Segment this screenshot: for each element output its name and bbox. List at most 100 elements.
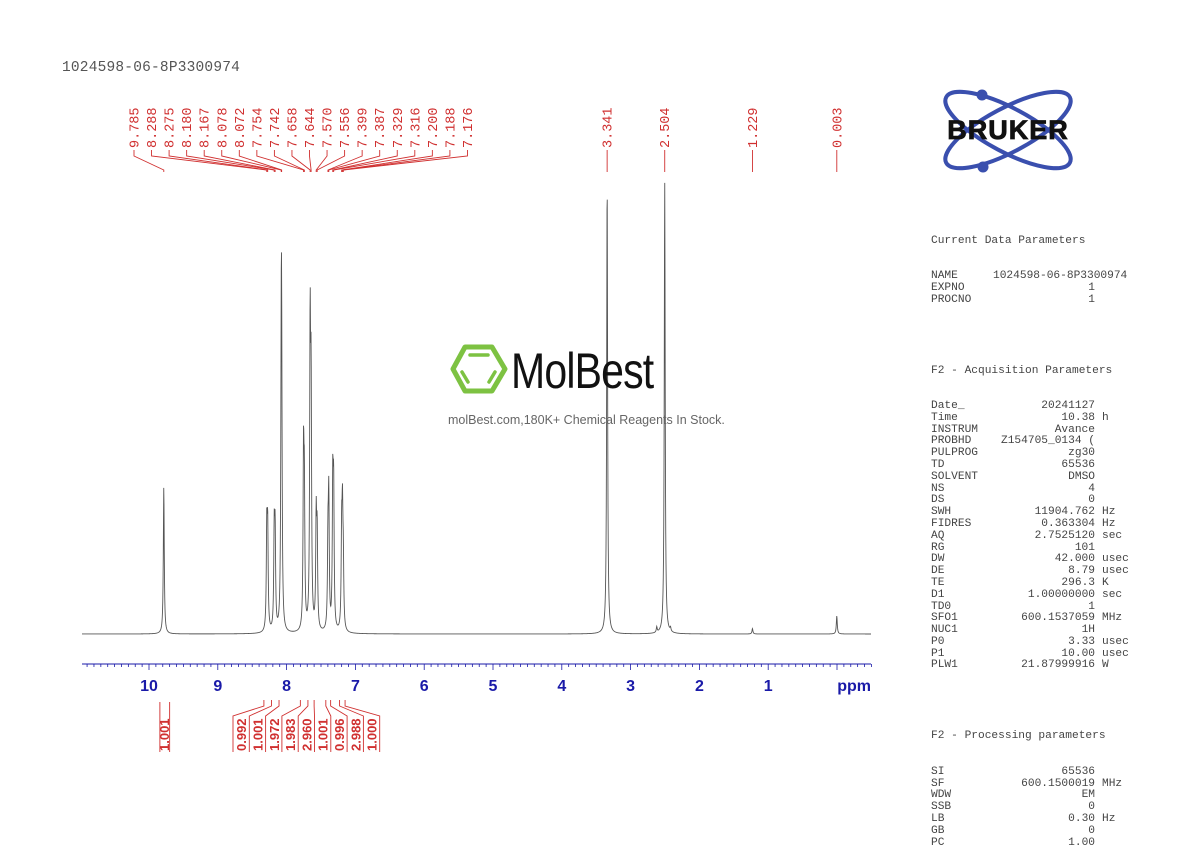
- integral-value: 1.001: [250, 718, 265, 751]
- current-params-list: NAME 1024598-06-8P3300974 EXPNO 1 PROCNO 1: [931, 269, 1129, 307]
- param-row-date: Date_ 20241127: [931, 399, 1129, 413]
- peak-label: 7.387: [374, 107, 389, 148]
- param-unit: [1095, 425, 1102, 437]
- param-unit: [1095, 838, 1102, 850]
- peak-label: 8.167: [199, 107, 214, 148]
- param-row-dw: DW 42.000 usec: [931, 554, 1129, 566]
- param-row-si: SI 65536: [931, 766, 1129, 779]
- param-key: LB: [931, 813, 945, 826]
- param-key: NUC1: [931, 624, 958, 637]
- param-row-td: TD 65536: [931, 458, 1129, 472]
- param-unit: sec: [1102, 529, 1123, 542]
- param-row-ssb: SSB 0: [931, 801, 1129, 814]
- x-tick-label: 5: [489, 678, 498, 695]
- param-row-probhd: PROBHD Z154705_0134 (: [931, 436, 1129, 448]
- param-value: 20241127: [1041, 399, 1095, 412]
- peak-label: 7.200: [427, 107, 442, 148]
- param-key: SOLVENT: [931, 470, 978, 483]
- peak-label: 7.556: [339, 107, 354, 148]
- param-value: 0.363304: [1041, 517, 1095, 530]
- param-unit: usec: [1102, 647, 1129, 660]
- param-value: 8.79: [1068, 565, 1095, 578]
- peak-label: 8.288: [146, 107, 161, 148]
- peak-label: 0.003: [831, 107, 846, 148]
- peak-label: 8.072: [234, 107, 249, 148]
- peak-labels: 9.785 8.288 8.275 8.180 8.167 8.078 8.072 7.754…: [129, 107, 846, 172]
- x-tick-label: 10: [140, 678, 158, 695]
- integral-value: 0.996: [332, 718, 347, 751]
- x-tick-label: 9: [213, 678, 222, 695]
- peak-label: 7.570: [322, 107, 337, 148]
- peak-label: 7.754: [251, 107, 266, 148]
- param-row-wdw: WDW EM: [931, 790, 1129, 802]
- param-key: NS: [931, 482, 945, 495]
- param-key: TE: [931, 576, 945, 589]
- param-value: 11904.762: [1034, 506, 1095, 519]
- param-unit: [1095, 283, 1102, 295]
- param-unit: [1095, 790, 1102, 802]
- x-tick-label: 2: [695, 678, 704, 695]
- param-row-nuc1: NUC1 1H: [931, 624, 1129, 637]
- sample-title: 1024598-06-8P3300974: [62, 60, 241, 76]
- param-value: 4: [1088, 482, 1095, 495]
- param-row-aq: AQ 2.7525120 sec: [931, 529, 1129, 543]
- param-key: DE: [931, 565, 945, 578]
- x-axis-unit-label: ppm: [837, 678, 871, 695]
- x-tick-label: 3: [626, 678, 635, 695]
- integral-value: 2.988: [348, 718, 363, 751]
- param-key: D1: [931, 588, 945, 601]
- param-row-ns: NS 4: [931, 482, 1129, 496]
- molbest-wordmark: MolBest: [511, 343, 654, 399]
- param-value: 10.00: [1061, 647, 1095, 660]
- peak-label: 7.188: [444, 107, 459, 148]
- param-unit: [1095, 295, 1102, 307]
- x-tick-label: 6: [420, 678, 429, 695]
- param-value: 0: [1088, 494, 1095, 507]
- param-unit: [1095, 472, 1102, 484]
- param-row-de: DE 8.79 usec: [931, 565, 1129, 578]
- integral-value: 1.000: [365, 718, 380, 751]
- param-row-fidres: FIDRES 0.363304 Hz: [931, 517, 1129, 531]
- x-tick-label: 1: [764, 678, 773, 695]
- param-key: EXPNO: [931, 281, 965, 294]
- param-row-sfo1: SFO1 600.1537059 MHz: [931, 612, 1129, 625]
- param-unit: [1095, 625, 1102, 637]
- peak-label: 7.176: [462, 107, 477, 148]
- peak-label: 7.329: [392, 107, 407, 148]
- x-tick-label: 4: [557, 678, 566, 695]
- param-value: DMSO: [1068, 470, 1095, 483]
- param-key: SWH: [931, 506, 952, 519]
- param-unit: [1095, 484, 1102, 496]
- spectrum-line: [82, 182, 871, 635]
- peak-label: 7.399: [357, 107, 372, 148]
- param-row-procno: PROCNO 1: [931, 294, 1129, 307]
- param-row-p1: P1 10.00 usec: [931, 647, 1129, 661]
- param-unit: Hz: [1102, 813, 1116, 826]
- x-tick-label: 8: [282, 678, 291, 695]
- param-value: 1.00: [1068, 836, 1095, 849]
- param-unit: [1095, 495, 1102, 507]
- param-key: TD: [931, 458, 945, 471]
- param-value: 1.00000000: [1027, 588, 1095, 601]
- param-row-name: NAME 1024598-06-8P3300974: [931, 269, 1129, 283]
- param-value: 1024598-06-8P3300974: [993, 269, 1128, 282]
- param-key: DW: [931, 553, 945, 566]
- param-value: 600.1500019: [1021, 777, 1095, 790]
- peak-label: 3.341: [602, 107, 617, 148]
- param-row-time: Time 10.38 h: [931, 412, 1129, 425]
- param-value: 1: [1088, 600, 1095, 613]
- param-row-swh: SWH 11904.762 Hz: [931, 506, 1129, 519]
- param-row-sf: SF 600.1500019 MHz: [931, 777, 1129, 791]
- peak-label: 8.078: [216, 107, 231, 148]
- param-value: 0: [1088, 801, 1095, 814]
- param-value: 3.33: [1068, 635, 1095, 648]
- bruker-wordmark: BRUKER: [947, 115, 1069, 145]
- acquisition-params-list: Date_ 20241127 Time 10.38 h INSTRUM Avance PROB…: [931, 399, 1129, 672]
- param-unit: MHz: [1102, 612, 1123, 625]
- param-value: Z154705_0134 (: [1001, 435, 1095, 448]
- integral-value: 2.960: [299, 718, 314, 751]
- param-row-instrum: INSTRUM Avance: [931, 424, 1129, 437]
- param-key: Date_: [931, 399, 965, 412]
- param-row-lb: LB 0.30 Hz: [931, 813, 1129, 826]
- current-params-heading: Current Data Parameters: [931, 234, 1086, 247]
